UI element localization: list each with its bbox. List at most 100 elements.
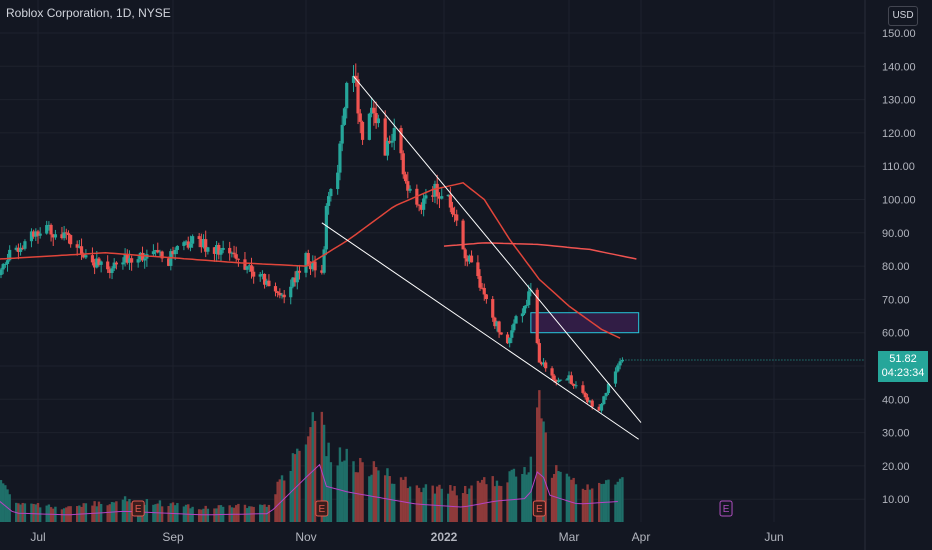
candle-body (480, 287, 484, 289)
candle-body (21, 247, 25, 249)
candle-body (304, 253, 308, 273)
upper-trendline[interactable] (353, 75, 642, 423)
y-tick-label: 120.00 (882, 128, 916, 140)
lower-trendline[interactable] (321, 222, 639, 440)
candle-body (491, 299, 495, 318)
candle-body (278, 292, 282, 296)
y-tick-label: 30.00 (882, 428, 910, 440)
volume-bar (361, 462, 364, 522)
candle-body (508, 337, 512, 344)
volume-bar (274, 494, 277, 522)
volume-bar (202, 508, 205, 522)
candle-body (51, 234, 55, 238)
candle-body (197, 236, 201, 239)
candle-body (282, 294, 286, 298)
earnings-marker[interactable] (532, 500, 546, 517)
volume-bar (252, 506, 255, 522)
candle-body (125, 254, 129, 263)
candle-body (452, 214, 457, 216)
candle-body (167, 258, 171, 266)
candle-body (93, 262, 97, 268)
y-tick-label: 150.00 (882, 28, 916, 40)
volume-bar (282, 480, 286, 522)
volume-bar (243, 504, 247, 522)
y-tick-label: 70.00 (882, 294, 910, 306)
candle-body (62, 232, 66, 239)
volume-bar (508, 471, 511, 522)
volume-bar (356, 472, 360, 522)
candle-body (520, 313, 524, 317)
volume-bar (82, 503, 85, 522)
resistance-zone-box[interactable] (530, 312, 640, 334)
volume-bar (36, 503, 40, 522)
candle-body (130, 258, 134, 263)
candle-body (465, 258, 469, 262)
candle-body (585, 397, 590, 403)
volume-bar (259, 504, 262, 522)
candle-body (604, 393, 608, 397)
earnings-marker[interactable] (315, 500, 329, 517)
volume-bar (97, 501, 101, 522)
candle-body (69, 235, 73, 245)
earnings-label: E (319, 504, 326, 515)
volume-bar (510, 469, 513, 522)
candle-body (567, 375, 571, 380)
volume-bar (145, 499, 149, 522)
candle-body (136, 259, 140, 263)
volume-bar (291, 453, 295, 522)
candle-body (206, 247, 210, 252)
candle-body (106, 261, 110, 270)
candle-body (329, 189, 333, 197)
price-axis[interactable]: 10.0020.0030.0040.0050.0060.0070.0080.00… (864, 0, 916, 550)
volume-bar (493, 486, 497, 522)
volume-bar (618, 478, 622, 522)
volume-bar (158, 500, 162, 522)
candle-body (8, 249, 12, 261)
candle-body (403, 174, 408, 182)
candle-body (45, 225, 49, 234)
candle-body (249, 265, 254, 272)
candle-body (419, 204, 423, 210)
candle-body (437, 196, 442, 199)
volume-bar (298, 450, 301, 522)
time-axis[interactable]: Jul Sep Nov 2022 Mar Apr Jun (30, 530, 783, 544)
candle-body (374, 113, 378, 124)
volume-bar (60, 509, 64, 522)
volume-bar (289, 470, 292, 522)
volume-bar (368, 476, 371, 522)
x-tick-label: Sep (162, 530, 184, 544)
earnings-marker[interactable] (719, 500, 733, 517)
candle-body (191, 236, 195, 244)
candle-body (424, 195, 428, 199)
candle-body (64, 232, 68, 234)
volume-bar (591, 488, 594, 522)
candle-body (340, 124, 344, 144)
candle-body (77, 246, 81, 248)
earnings-marker[interactable] (131, 500, 145, 517)
candle-body (569, 375, 573, 384)
volume-bar (555, 465, 558, 522)
volume-bar (235, 505, 238, 522)
volume-bar (538, 390, 541, 522)
last-price: 51.82 (889, 353, 917, 365)
candle-body (482, 287, 486, 295)
candle-body (99, 261, 103, 265)
volume-bar (377, 470, 380, 522)
volume-bar (189, 508, 192, 522)
candle-body (565, 379, 569, 381)
volume-bar (128, 499, 131, 522)
volume-bar (607, 479, 610, 522)
currency-button[interactable]: USD (888, 6, 918, 26)
volume-bar (521, 473, 524, 522)
x-tick-label: 2022 (431, 530, 458, 544)
volume-bar (480, 479, 484, 522)
candle-body (497, 321, 501, 333)
candle-body (243, 259, 247, 270)
candle-body (236, 258, 241, 260)
volume-bar (169, 503, 173, 522)
candlesticks (0, 63, 625, 413)
volume-bar (572, 477, 575, 522)
candle-body (525, 305, 529, 307)
